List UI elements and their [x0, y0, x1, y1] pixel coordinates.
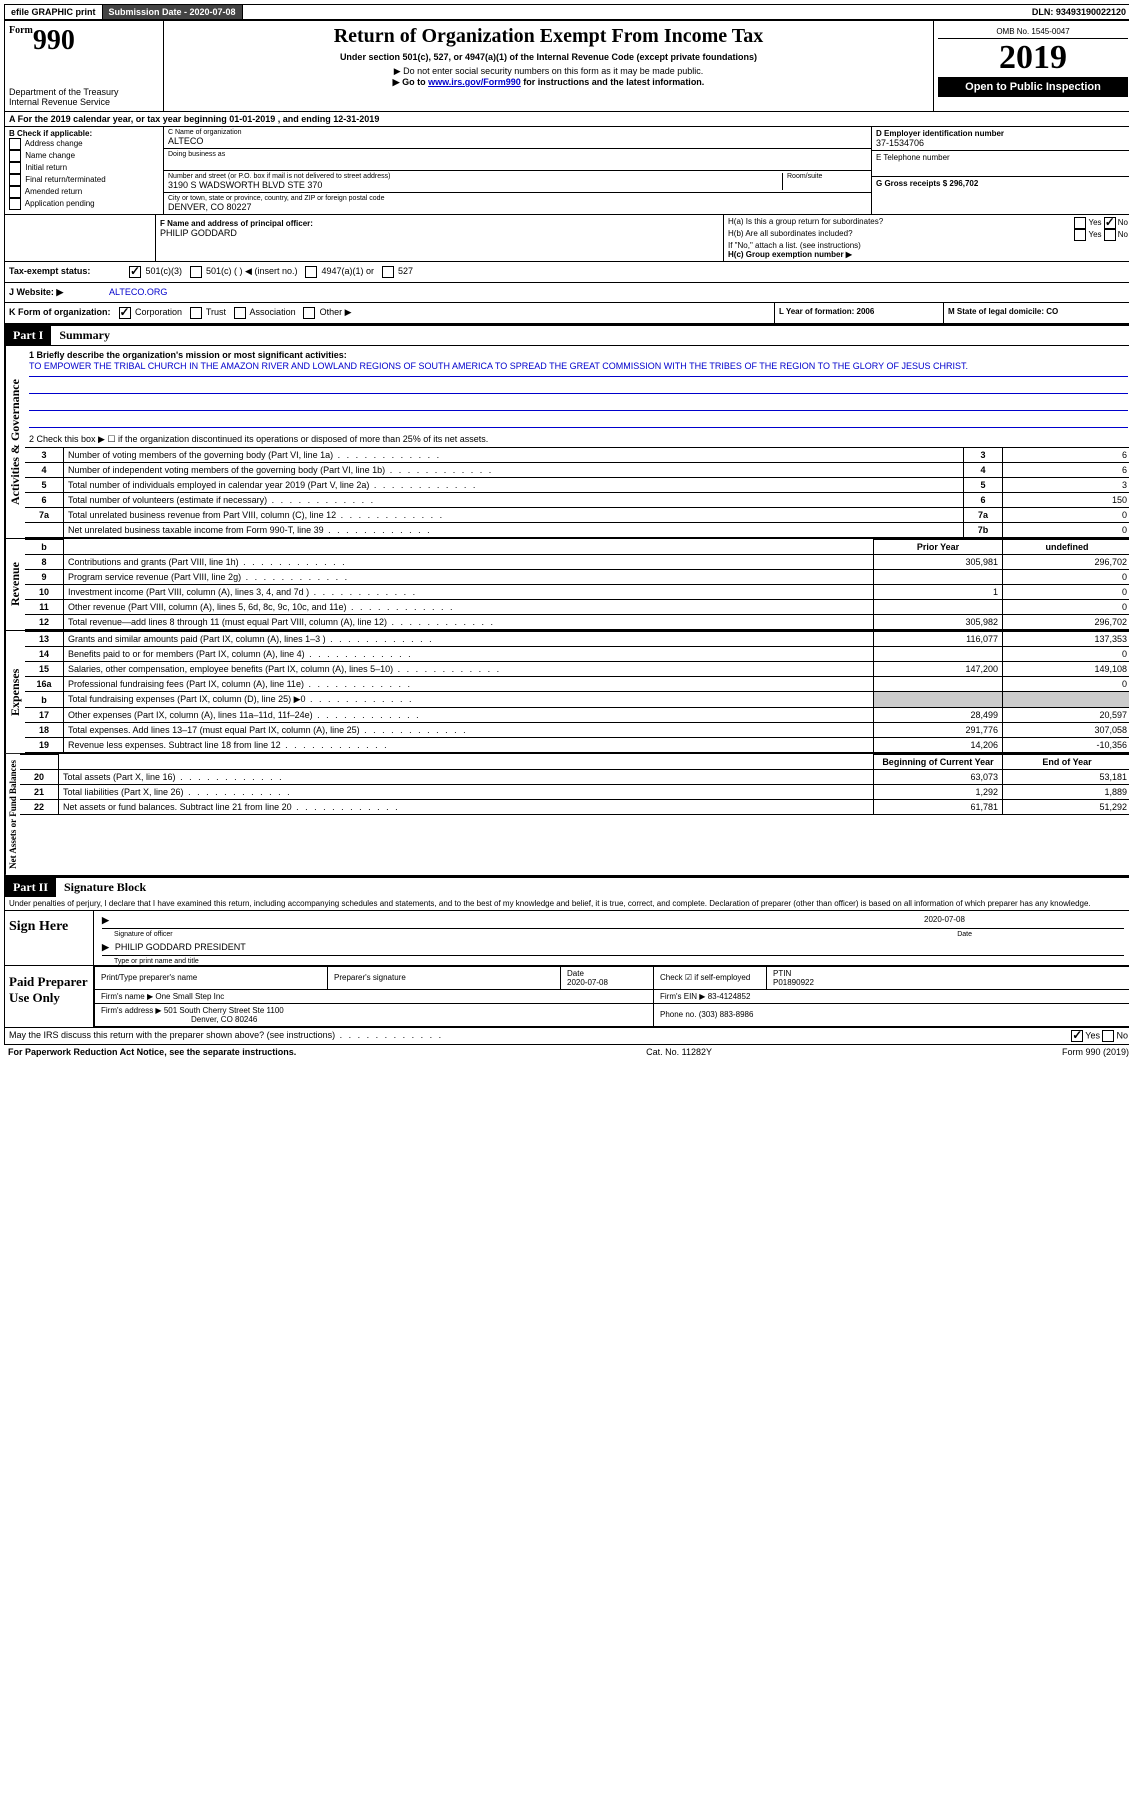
instructions-link[interactable]: www.irs.gov/Form990 [428, 77, 521, 87]
part2-title: Signature Block [64, 880, 146, 894]
submission-date-button[interactable]: Submission Date - 2020-07-08 [103, 5, 243, 19]
revenue-label: Revenue [5, 539, 25, 630]
dept-label: Department of the Treasury [9, 87, 159, 97]
discuss-label: May the IRS discuss this return with the… [9, 1030, 1071, 1042]
part2-header: Part II [5, 878, 56, 897]
table-row: 15Salaries, other compensation, employee… [25, 662, 1129, 677]
tax-status-option[interactable]: 501(c)(3) [129, 266, 190, 276]
part2: Part II Signature Block Under penalties o… [4, 876, 1129, 1045]
table-row: 3Number of voting members of the governi… [25, 448, 1129, 463]
table-row: 5Total number of individuals employed in… [25, 478, 1129, 493]
form-subtitle: Under section 501(c), 527, or 4947(a)(1)… [172, 52, 925, 62]
org-name: ALTECO [168, 136, 867, 146]
dln-label: DLN: 93493190022120 [1026, 5, 1129, 19]
paid-preparer-label: Paid Preparer Use Only [5, 966, 94, 1027]
declaration: Under penalties of perjury, I declare th… [5, 897, 1129, 910]
section-i-label: Tax-exempt status: [9, 266, 129, 278]
table-row: 6Total number of volunteers (estimate if… [25, 493, 1129, 508]
checkbox-option[interactable]: Initial return [9, 162, 159, 174]
org-city: DENVER, CO 80227 [168, 202, 867, 212]
omb-label: OMB No. 1545-0047 [938, 25, 1128, 39]
table-row: 21Total liabilities (Part X, line 26)1,2… [20, 785, 1129, 800]
checkbox-option[interactable]: Name change [9, 150, 159, 162]
section-deg: D Employer identification number 37-1534… [871, 127, 1129, 214]
table-row: 13Grants and similar amounts paid (Part … [25, 632, 1129, 647]
form-header: Form990 Department of the Treasury Inter… [4, 20, 1129, 324]
net-label: Net Assets or Fund Balances [5, 754, 20, 875]
efile-label: efile GRAPHIC print [5, 5, 103, 19]
section-a: A For the 2019 calendar year, or tax yea… [5, 111, 1129, 126]
checkbox-option[interactable]: Application pending [9, 198, 159, 210]
table-row: 18Total expenses. Add lines 13–17 (must … [25, 723, 1129, 738]
table-row: 17Other expenses (Part IX, column (A), l… [25, 708, 1129, 723]
tax-status-option[interactable]: 501(c) ( ) ◀ (insert no.) [190, 266, 305, 276]
expenses-label: Expenses [5, 631, 25, 753]
checkbox-option[interactable]: Amended return [9, 186, 159, 198]
table-row: 10Investment income (Part VIII, column (… [25, 585, 1129, 600]
open-public: Open to Public Inspection [938, 77, 1128, 97]
tax-status-option[interactable]: 4947(a)(1) or [305, 266, 382, 276]
table-row: 19Revenue less expenses. Subtract line 1… [25, 738, 1129, 753]
org-form-option[interactable]: Corporation [119, 307, 190, 317]
table-row: 11Other revenue (Part VIII, column (A), … [25, 600, 1129, 615]
line1-label: 1 Briefly describe the organization's mi… [29, 350, 1128, 360]
checkbox-option[interactable]: Address change [9, 138, 159, 150]
footer: For Paperwork Reduction Act Notice, see … [4, 1045, 1129, 1059]
org-form-option[interactable]: Association [234, 307, 304, 317]
officer-name-title: PHILIP GODDARD PRESIDENT [115, 942, 246, 953]
gross-receipts: G Gross receipts $ 296,702 [872, 177, 1129, 190]
form-number: 990 [33, 25, 75, 56]
section-i-opts: 501(c)(3) 501(c) ( ) ◀ (insert no.) 4947… [129, 266, 421, 278]
form-title: Return of Organization Exempt From Incom… [172, 25, 925, 48]
section-k-label: K Form of organization: [9, 307, 111, 319]
section-l: L Year of formation: 2006 [774, 303, 943, 323]
org-address: 3190 S WADSWORTH BLVD STE 370 [168, 180, 782, 190]
section-c: C Name of organization ALTECO Doing busi… [164, 127, 871, 214]
ein-value: 37-1534706 [876, 138, 1128, 148]
section-j-label: J Website: ▶ [9, 287, 109, 298]
table-row: 12Total revenue—add lines 8 through 11 (… [25, 615, 1129, 630]
table-row: 14Benefits paid to or for members (Part … [25, 647, 1129, 662]
checkbox-option[interactable]: Final return/terminated [9, 174, 159, 186]
sign-here-label: Sign Here [5, 911, 94, 965]
part1-header: Part I [5, 326, 51, 345]
top-bar: efile GRAPHIC print Submission Date - 20… [4, 4, 1129, 20]
table-row: 9Program service revenue (Part VIII, lin… [25, 570, 1129, 585]
mission-text: TO EMPOWER THE TRIBAL CHURCH IN THE AMAZ… [29, 360, 1128, 377]
org-form-option[interactable]: Trust [190, 307, 234, 317]
section-b: B Check if applicable: Address change Na… [5, 127, 164, 214]
note2: ▶ Go to www.irs.gov/Form990 for instruct… [172, 77, 925, 88]
table-row: 8Contributions and grants (Part VIII, li… [25, 555, 1129, 570]
table-row: Net unrelated business taxable income fr… [25, 523, 1129, 538]
table-row: 20Total assets (Part X, line 16)63,07353… [20, 770, 1129, 785]
section-f: F Name and address of principal officer:… [156, 215, 724, 261]
website-link[interactable]: ALTECO.ORG [109, 287, 167, 298]
irs-label: Internal Revenue Service [9, 97, 159, 107]
table-row: 16aProfessional fundraising fees (Part I… [25, 677, 1129, 692]
part1: Part I Summary Activities & Governance 1 … [4, 324, 1129, 876]
line2: 2 Check this box ▶ ☐ if the organization… [25, 432, 1129, 447]
table-row: bTotal fundraising expenses (Part IX, co… [25, 692, 1129, 708]
paid-preparer-table: Print/Type preparer's name Preparer's si… [94, 966, 1129, 1027]
part1-title: Summary [59, 328, 110, 342]
form-prefix: Form [9, 25, 33, 36]
officer-name: PHILIP GODDARD [160, 228, 719, 238]
table-row: 22Net assets or fund balances. Subtract … [20, 800, 1129, 815]
tax-status-option[interactable]: 527 [382, 266, 421, 276]
note1: ▶ Do not enter social security numbers o… [172, 66, 925, 77]
org-form-option[interactable]: Other ▶ [303, 307, 359, 317]
section-h: H(a) Is this a group return for subordin… [724, 215, 1129, 261]
table-row: 4Number of independent voting members of… [25, 463, 1129, 478]
tax-year: 2019 [938, 39, 1128, 77]
activities-label: Activities & Governance [5, 346, 25, 538]
section-m: M State of legal domicile: CO [943, 303, 1129, 323]
table-row: 7aTotal unrelated business revenue from … [25, 508, 1129, 523]
